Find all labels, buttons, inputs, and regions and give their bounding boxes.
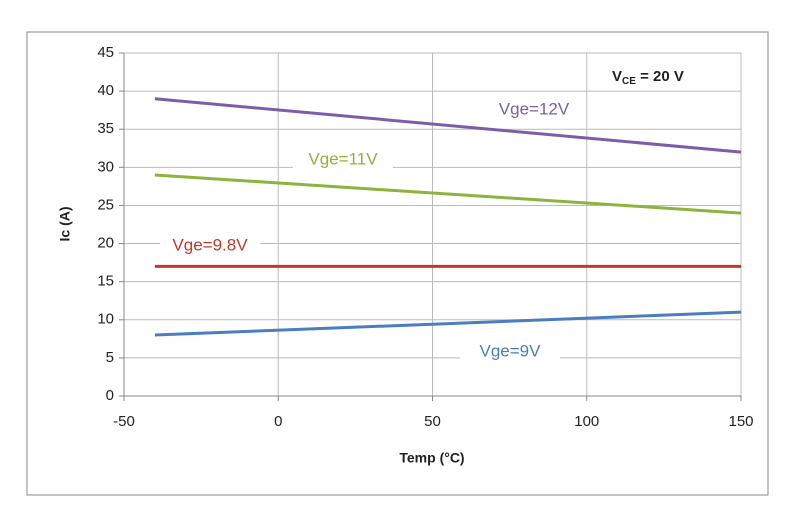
annotation-part: V: [612, 68, 622, 85]
x-axis-label: Temp (°C): [399, 450, 464, 466]
y-tick-label: 25: [97, 196, 114, 213]
x-tick-label: -50: [113, 413, 135, 430]
label-bg: [293, 149, 393, 171]
series-line: [154, 310, 742, 337]
series-label: Vge=9.8V: [172, 235, 248, 254]
x-tick-label: 100: [574, 413, 599, 430]
x-tick-label: 0: [274, 413, 282, 430]
annotation: VCE = 20 V: [612, 68, 684, 87]
y-tick-label: 15: [97, 273, 114, 290]
series-line: [154, 173, 742, 215]
series-label: Vge=12V: [499, 99, 570, 118]
series-label: Vge=11V: [308, 149, 378, 168]
label-bg: [484, 99, 584, 121]
y-axis-label: Ic (A): [57, 207, 73, 242]
label-bg: [460, 341, 560, 363]
annotation-part: CE: [622, 76, 636, 87]
y-tick-label: 5: [106, 349, 114, 366]
annotation-part: = 20 V: [636, 68, 684, 85]
y-tick-label: 35: [97, 120, 114, 137]
x-tick-label: 150: [728, 413, 753, 430]
series-label: Vge=9V: [480, 341, 542, 360]
y-tick-label: 20: [97, 235, 114, 252]
y-tick-label: 30: [97, 158, 114, 175]
y-tick-label: 40: [97, 82, 114, 99]
series-line: [154, 97, 742, 154]
y-tick-label: 10: [97, 311, 114, 328]
y-tick-label: 45: [97, 44, 114, 61]
label-bg: [160, 235, 260, 257]
chart-frame: [26, 31, 769, 496]
x-tick-label: 50: [424, 413, 441, 430]
y-tick-label: 0: [106, 387, 114, 404]
